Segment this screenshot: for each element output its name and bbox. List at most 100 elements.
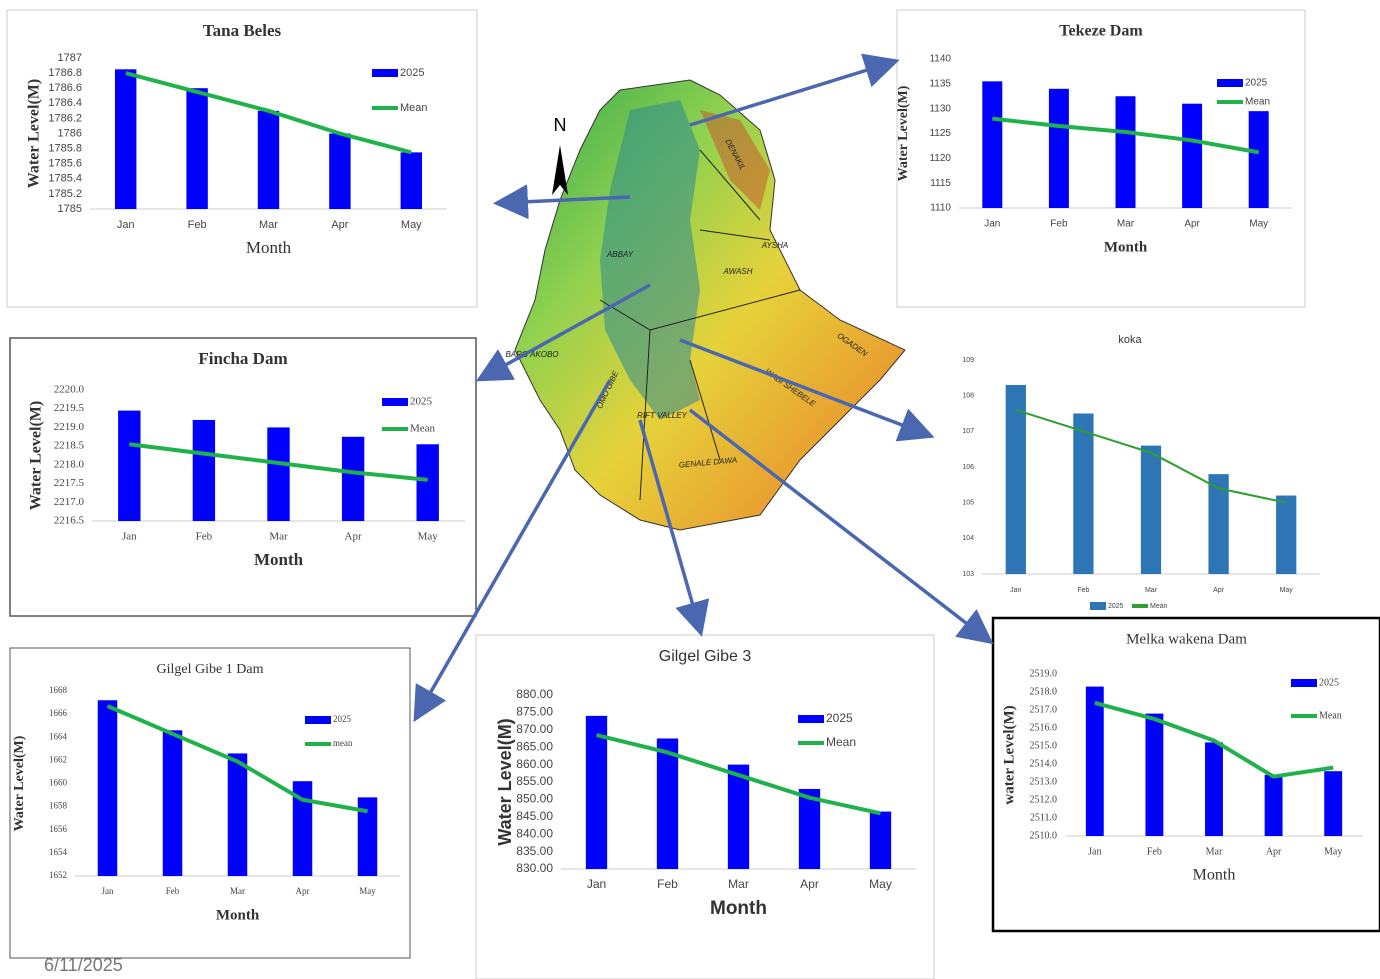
legend-swatch (382, 398, 408, 406)
bar (1006, 385, 1026, 574)
legend-label: 2025 (826, 711, 853, 725)
x-tick-label: Apr (1213, 587, 1225, 594)
y-tick-label: 850.00 (516, 792, 553, 806)
y-tick-label: 1786.2 (48, 112, 82, 124)
x-tick-label: Feb (1147, 846, 1162, 857)
chart-title: Gilgel Gibe 3 (659, 648, 752, 665)
chart: Tekeze Dam1110111511201125113011351140Ja… (896, 10, 1305, 307)
legend-label: 2025 (410, 396, 433, 408)
arrow (690, 62, 893, 125)
x-axis-label: Month (710, 898, 767, 919)
x-axis-label: Month (1104, 239, 1148, 255)
y-tick-label: 1668 (49, 685, 68, 695)
y-tick-label: 2219.5 (54, 402, 85, 414)
bar (1049, 89, 1069, 208)
bar (193, 420, 215, 521)
y-tick-label: 1786 (58, 127, 82, 139)
bar (1073, 414, 1093, 575)
page: N DENAKILABBAYAWASHAYSHAOGADENWABI SHEBE… (0, 0, 1380, 979)
y-tick-label: 2513.0 (1030, 776, 1058, 787)
bar (1086, 687, 1104, 836)
legend-label: 2025 (1245, 78, 1268, 89)
x-tick-label: Jan (587, 877, 606, 891)
y-tick-label: 875.00 (516, 705, 553, 719)
y-tick-label: 1785.6 (48, 158, 82, 170)
y-tick-label: 2514.0 (1030, 758, 1058, 769)
x-tick-label: May (1324, 846, 1342, 857)
y-tick-label: 870.00 (516, 722, 553, 736)
x-tick-label: Apr (345, 531, 362, 543)
x-tick-label: Apr (296, 886, 310, 896)
chart: Gilgel Gibe 3830.00835.00840.00845.00850… (476, 635, 934, 979)
y-tick-label: 835.00 (516, 844, 553, 858)
chart: Gilgel Gibe 1 Dam16521654165616581660166… (10, 648, 410, 958)
bar (1205, 742, 1223, 836)
y-tick-label: 2219.0 (54, 421, 85, 433)
legend-label: mean (333, 738, 353, 748)
bar (1265, 775, 1283, 836)
x-tick-label: Feb (1050, 219, 1068, 230)
basin-label: RIFT VALLEY (637, 411, 687, 420)
x-tick-label: Apr (1184, 219, 1200, 230)
y-tick-label: 2216.5 (54, 515, 85, 527)
y-tick-label: 107 (962, 428, 974, 435)
x-tick-label: May (869, 877, 892, 891)
bar (118, 411, 140, 521)
x-tick-label: Jan (122, 531, 137, 543)
y-axis-label: Water Level(M) (896, 85, 911, 181)
x-tick-label: Feb (657, 877, 678, 891)
x-axis-label: Month (1193, 867, 1236, 884)
y-tick-label: 1787 (58, 52, 82, 64)
bar (1324, 771, 1342, 836)
legend-label: Mean (1150, 603, 1168, 610)
y-tick-label: 1666 (49, 708, 68, 718)
legend-label: Mean (400, 102, 428, 114)
bar (982, 81, 1002, 208)
slide: N DENAKILABBAYAWASHAYSHAOGADENWABI SHEBE… (0, 0, 1380, 979)
y-tick-label: 2217.5 (54, 477, 85, 489)
y-tick-label: 2218.5 (54, 440, 85, 452)
x-tick-label: May (1249, 219, 1268, 230)
y-tick-label: 1135 (929, 78, 951, 89)
y-tick-label: 1664 (49, 731, 68, 741)
bar (870, 812, 891, 869)
x-tick-label: Feb (166, 886, 180, 896)
bar (115, 69, 136, 209)
legend-swatch (305, 716, 331, 724)
legend-swatch (1291, 679, 1317, 687)
bar (1249, 111, 1269, 208)
legend-label: 2025 (400, 67, 424, 79)
bar (728, 765, 749, 869)
y-tick-label: 1656 (49, 824, 68, 834)
y-tick-label: 1110 (930, 203, 951, 214)
y-axis-label: Water Level(M) (26, 79, 43, 188)
y-tick-label: 2220.0 (54, 384, 85, 396)
y-axis-label: Water Level(M) (12, 735, 27, 831)
y-axis-label: Water Level(M) (495, 718, 515, 845)
legend-label: Mean (410, 423, 436, 435)
bar (329, 134, 350, 210)
x-tick-label: Mar (1117, 219, 1135, 230)
bar (228, 753, 248, 876)
y-tick-label: 109 (962, 357, 974, 364)
chart: Fincha Dam2216.52217.02217.52218.02218.5… (10, 338, 476, 616)
chart-title: Tekeze Dam (1059, 23, 1143, 40)
legend-swatch (798, 715, 824, 723)
y-tick-label: 1660 (49, 778, 68, 788)
y-tick-label: 840.00 (516, 826, 553, 840)
x-axis-label: Month (254, 550, 304, 569)
bar (98, 700, 118, 876)
y-tick-label: 2518.0 (1030, 686, 1058, 697)
y-tick-label: 1785 (58, 203, 82, 215)
chart-title: Fincha Dam (198, 349, 287, 368)
chart-title: koka (1118, 334, 1142, 346)
map: N DENAKILABBAYAWASHAYSHAOGADENWABI SHEBE… (505, 80, 905, 530)
y-axis-label: Water Level(M) (28, 401, 45, 510)
y-tick-label: 2510.0 (1030, 830, 1058, 841)
legend-label: 2025 (333, 714, 352, 724)
bar (1182, 104, 1202, 208)
y-tick-label: 2519.0 (1030, 668, 1058, 679)
bar (267, 427, 289, 521)
bar (1116, 96, 1136, 208)
x-tick-label: Feb (1077, 587, 1089, 594)
